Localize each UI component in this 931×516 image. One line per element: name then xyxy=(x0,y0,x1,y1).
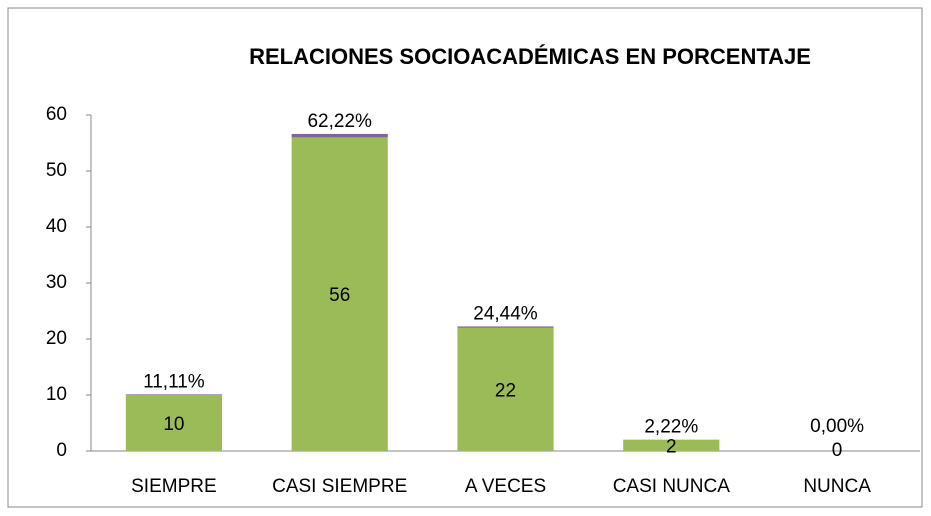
y-tick-label: 20 xyxy=(46,328,67,349)
x-tick-label: CASI NUNCA xyxy=(613,476,731,497)
x-tick-label: A VECES xyxy=(465,476,546,497)
data-label: 62,22% xyxy=(307,111,372,132)
y-tick-label: 10 xyxy=(46,384,67,405)
y-tick-label: 60 xyxy=(46,104,67,125)
x-tick-label: NUNCA xyxy=(803,476,871,497)
y-tick-label: 0 xyxy=(56,440,67,461)
data-label: 0,00% xyxy=(810,416,864,437)
data-label: 24,44% xyxy=(473,303,538,324)
x-tick-label: CASI SIEMPRE xyxy=(272,476,407,497)
bar-segment xyxy=(457,326,554,328)
bar-segment xyxy=(291,133,388,138)
data-label: 0 xyxy=(832,440,843,461)
y-tick-label: 50 xyxy=(46,160,67,181)
bar-segment xyxy=(125,395,222,451)
data-label: 2 xyxy=(666,436,677,457)
chart-title: RELACIONES SOCIOACADÉMICAS EN PORCENTAJE xyxy=(249,44,811,69)
data-label: 10 xyxy=(163,414,184,435)
data-label: 56 xyxy=(329,285,350,306)
data-label: 11,11% xyxy=(143,371,205,392)
data-label: 22 xyxy=(495,380,516,401)
bar-segment xyxy=(623,439,720,451)
x-tick-label: SIEMPRE xyxy=(131,476,217,497)
y-tick-label: 40 xyxy=(46,216,67,237)
data-label: 2,22% xyxy=(644,417,698,438)
bar-segment xyxy=(291,137,388,451)
bar-segment xyxy=(457,327,554,451)
bar-segment xyxy=(125,394,222,395)
y-tick-label: 30 xyxy=(46,272,67,293)
